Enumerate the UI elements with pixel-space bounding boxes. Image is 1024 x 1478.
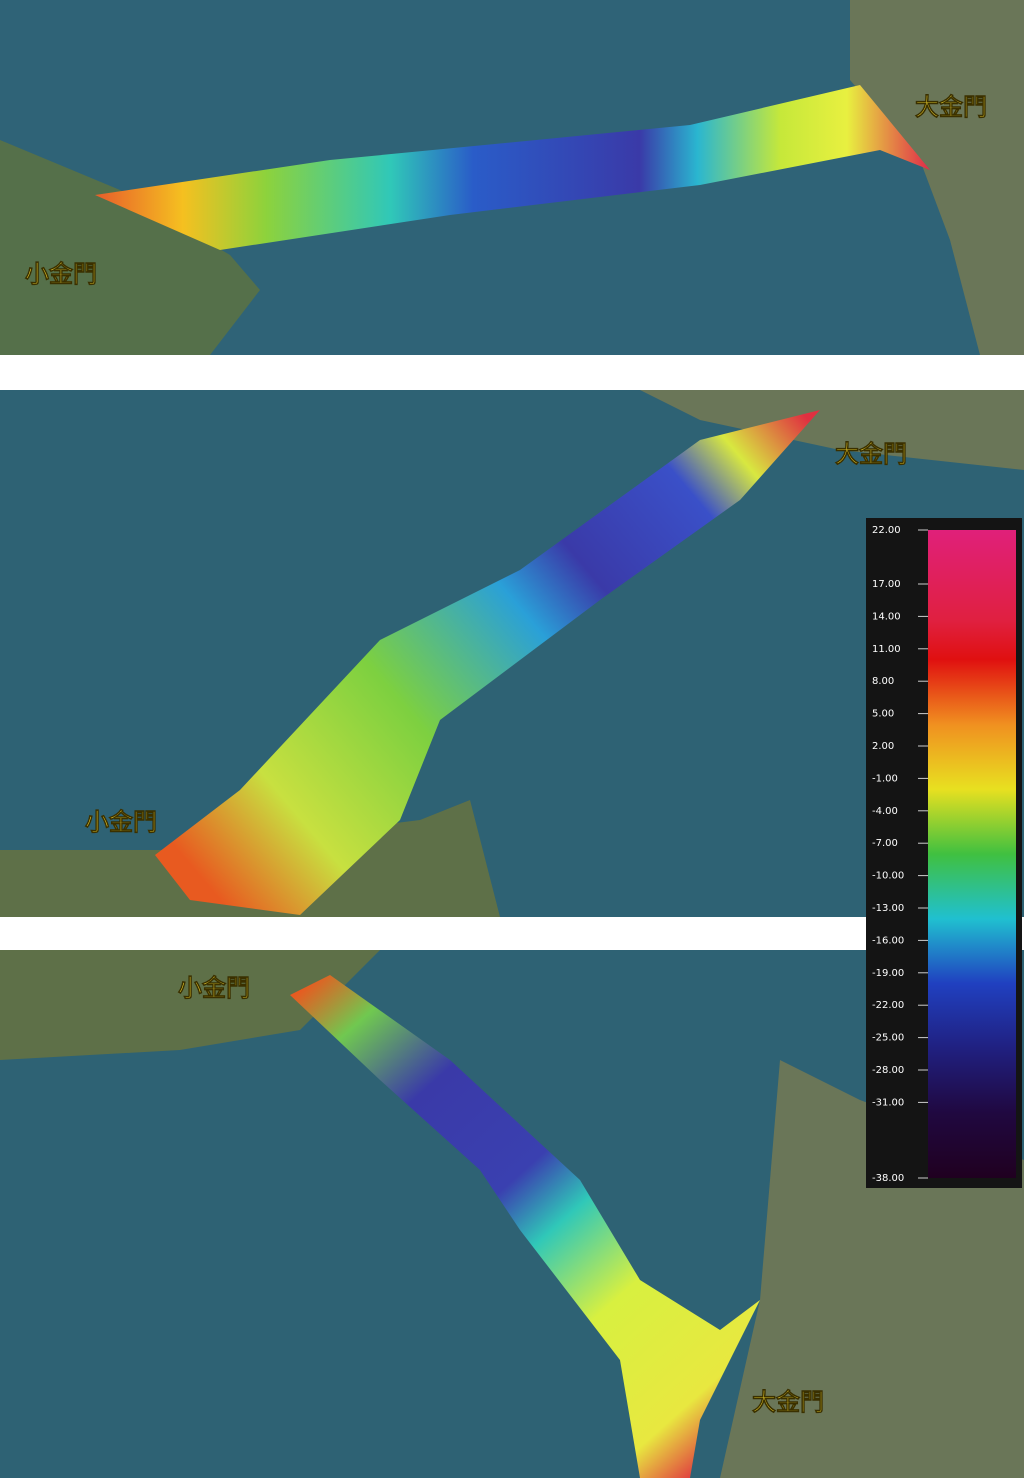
place-label: 小金門 <box>85 808 157 836</box>
tick-label: -4.00 <box>872 806 898 817</box>
tick-label: 17.00 <box>872 579 901 590</box>
panel-reverse-view: 小金門 大金門 <box>0 950 1024 1478</box>
place-label: 大金門 <box>752 1388 824 1416</box>
panel-oblique-view: 小金門 大金門 <box>0 390 1024 917</box>
color-legend: 22.00 17.00 14.00 11.00 8.00 5.00 2.00 -1.00 -4.… <box>866 518 1022 1188</box>
tick-label: 22.00 <box>872 525 901 536</box>
tick-label: 14.00 <box>872 611 901 622</box>
panel-top-view: 小金門 大金門 <box>0 0 1024 355</box>
tick-label: -25.00 <box>872 1033 904 1044</box>
land <box>0 140 260 355</box>
tick-label: -31.00 <box>872 1097 904 1108</box>
tick-label: -28.00 <box>872 1065 904 1076</box>
survey-band <box>290 975 760 1478</box>
survey-band <box>155 410 820 915</box>
place-label: 大金門 <box>915 93 987 121</box>
tick-label: 8.00 <box>872 676 894 687</box>
tick-label: -10.00 <box>872 871 904 882</box>
land <box>0 950 380 1060</box>
tick-label: -1.00 <box>872 773 898 784</box>
place-label: 小金門 <box>25 260 97 288</box>
land <box>850 0 1024 355</box>
tick-label: 5.00 <box>872 709 894 720</box>
tick-label: -38.00 <box>872 1173 904 1184</box>
color-scale <box>928 530 1016 1178</box>
tick-label: -22.00 <box>872 1000 904 1011</box>
tick-label: 11.00 <box>872 644 901 655</box>
tick-label: -16.00 <box>872 935 904 946</box>
tick-label: -7.00 <box>872 838 898 849</box>
place-label: 大金門 <box>835 440 907 468</box>
tick-label: -13.00 <box>872 903 904 914</box>
tick-label: -19.00 <box>872 968 904 979</box>
place-label: 小金門 <box>178 974 250 1002</box>
land <box>640 390 1024 470</box>
tick-label: 2.00 <box>872 741 894 752</box>
survey-band <box>95 85 930 250</box>
